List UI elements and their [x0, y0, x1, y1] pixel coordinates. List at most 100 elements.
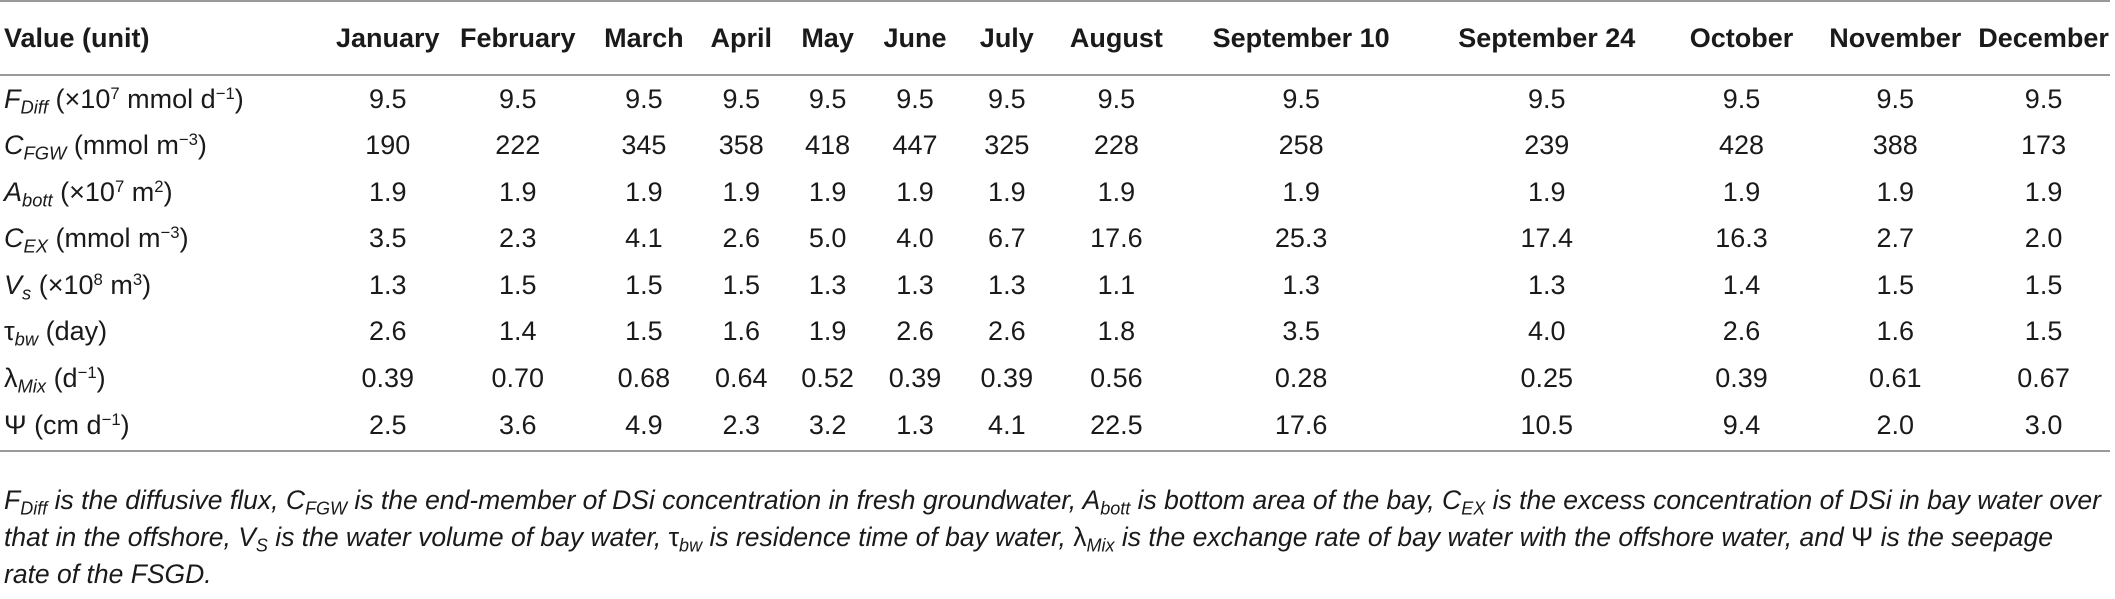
value-cell: 1.3 — [1282, 269, 1320, 300]
unit-text: ) — [179, 223, 189, 254]
unit-text: m — [124, 176, 155, 207]
value-cell: 1.6 — [1876, 316, 1915, 347]
parameter-symbol: C — [4, 223, 24, 254]
data-table: Value (unit) January February March April May… — [0, 0, 2110, 452]
value-cell: 9.5 — [988, 83, 1026, 114]
value-cell: 9.5 — [369, 83, 407, 114]
subscript-text: EX — [23, 235, 49, 257]
value-cell: 10.5 — [1423, 401, 1670, 452]
value-cell: 0.39 — [980, 362, 1034, 393]
value-cell: 0.39 — [1715, 362, 1768, 393]
value-cell: 9.4 — [1669, 401, 1814, 452]
value-cell: 9.5 — [625, 83, 663, 114]
unit-superscript: −1 — [101, 409, 121, 429]
value-cell: 1.9 — [722, 176, 761, 207]
table-row: CEX (mmol m−3) 3.5 2.3 4.1 2.6 5.0 4.0 6.7 17.6 2… — [0, 216, 2110, 263]
parameter-symbol: Ψ — [4, 410, 27, 440]
table-row: Ψ (cm d−1) 2.5 3.6 4.9 2.3 3.2 1.3 4.1 22.5 17.6 1… — [0, 401, 2110, 452]
subscript-text: Diff — [20, 96, 49, 118]
subscript-text: bw — [14, 328, 39, 350]
value-cell: 9.5 — [1282, 83, 1320, 114]
parameter-cell: FDiff (×107 mmol d−1) — [0, 75, 330, 123]
unit-superscript: 3 — [132, 269, 143, 289]
table-body: FDiff (×107 mmol d−1) 9.5 9.5 9.5 9.5 9.5 9.5 9… — [0, 75, 2110, 452]
value-cell: 2.0 — [1813, 401, 1978, 452]
value-cell: 0.28 — [1274, 362, 1328, 393]
value-cell: 16.3 — [1715, 223, 1768, 254]
header-month: July — [959, 0, 1055, 76]
footnote-text: is the exchange rate of bay water with t… — [1114, 522, 1852, 552]
subscript-text: s — [22, 282, 32, 304]
value-cell: 9.5 — [1876, 83, 1915, 114]
value-cell: 9.5 — [1722, 83, 1761, 114]
value-cell: 1.9 — [1527, 176, 1566, 207]
parameter-cell: λMix (d−1) — [0, 355, 330, 402]
parameter-subscript: EX — [24, 236, 49, 257]
value-cell: 9.5 — [808, 83, 847, 114]
parameter-subscript: Diff — [21, 96, 49, 117]
footnote-subscript: bott — [1100, 498, 1131, 519]
value-cell: 325 — [984, 130, 1030, 161]
value-cell: 22.5 — [1054, 401, 1179, 452]
value-cell: 1.9 — [1097, 176, 1136, 207]
value-cell: 17.4 — [1520, 223, 1574, 254]
value-cell: 358 — [718, 130, 764, 161]
value-cell: 1.9 — [808, 316, 847, 347]
value-cell: 4.0 — [896, 223, 934, 254]
value-cell: 1.9 — [988, 176, 1026, 207]
value-cell: 1.5 — [499, 269, 537, 300]
value-cell: 9.5 — [499, 83, 537, 114]
header-month: September 24 — [1423, 0, 1670, 76]
unit-text: (mmol m — [48, 223, 161, 254]
value-cell: 190 — [365, 130, 411, 161]
value-cell: 4.1 — [625, 223, 663, 254]
footnote-subscript: bw — [679, 535, 703, 556]
header-parameter: Value (unit) — [0, 0, 330, 76]
footnote-text: is the seepage rate of the FSGD. — [4, 522, 2053, 589]
unit-text: m — [102, 269, 133, 300]
value-cell: 388 — [1872, 130, 1918, 161]
value-cell: 2.6 — [722, 223, 761, 254]
value-cell: 0.56 — [1090, 362, 1143, 393]
value-cell: 1.9 — [369, 176, 407, 207]
value-cell: 4.9 — [589, 401, 699, 452]
footnote-subscript: S — [255, 535, 268, 556]
value-cell: 3.6 — [445, 401, 590, 452]
value-cell: 0.39 — [888, 362, 942, 393]
unit-superscript: 7 — [110, 83, 120, 103]
header-month: April — [698, 0, 785, 76]
value-cell: 1.3 — [896, 269, 934, 300]
value-cell: 2.3 — [698, 401, 785, 452]
value-cell: 1.9 — [1282, 176, 1320, 207]
parameter-symbol: A — [4, 176, 23, 207]
value-cell: 2.6 — [896, 316, 934, 347]
footnote-subscript: Mix — [1086, 535, 1115, 556]
unit-text: (×10 — [52, 176, 115, 207]
value-cell: 239 — [1524, 130, 1570, 161]
value-cell: 2.6 — [369, 316, 407, 347]
unit-text: ) — [197, 130, 207, 161]
value-cell: 1.3 — [369, 269, 407, 300]
value-cell: 1.5 — [2024, 269, 2063, 300]
header-month: November — [1813, 0, 1978, 76]
value-cell: 1.5 — [2024, 316, 2063, 347]
value-cell: 2.0 — [2024, 223, 2063, 254]
value-cell: 1.9 — [808, 176, 847, 207]
value-cell: 428 — [1718, 130, 1764, 161]
parameter-symbol: τ — [4, 316, 15, 347]
footnote-text: is bottom area of the bay, C — [1130, 485, 1462, 515]
unit-text: (mmol m — [66, 130, 179, 161]
header-month: October — [1669, 0, 1814, 76]
value-cell: 3.2 — [784, 401, 871, 452]
value-cell: 1.5 — [625, 316, 663, 347]
value-cell: 1.9 — [1722, 176, 1761, 207]
footnote-text: is the end-member of DSi concentration i… — [347, 485, 1101, 515]
unit-text: (×10 — [48, 83, 111, 114]
value-cell: 9.5 — [722, 83, 761, 114]
parameter-cell: Vs (×108 m3) — [0, 262, 330, 309]
header-month: May — [784, 0, 871, 76]
value-cell: 17.6 — [1090, 223, 1143, 254]
header-month: August — [1054, 0, 1179, 76]
parameter-cell: Abott (×107 m2) — [0, 169, 330, 216]
